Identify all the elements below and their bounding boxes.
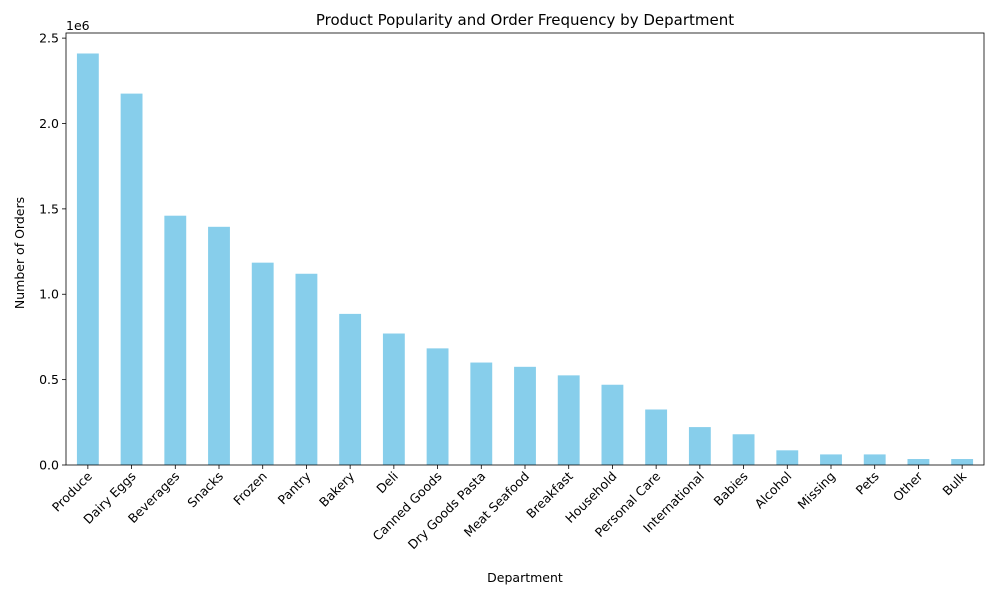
x-tick-label: Pantry (275, 468, 314, 507)
bar-produce (76, 53, 99, 466)
plot-frame (65, 32, 985, 466)
y-axis-label: Number of Orders (12, 197, 27, 309)
chart-title: Product Popularity and Order Frequency b… (316, 11, 734, 29)
bar-deli (382, 333, 405, 465)
bar-household (601, 384, 624, 465)
y-tick-label: 2.0 (39, 116, 59, 131)
bar-pantry (295, 273, 318, 465)
x-tick-label: Deli (373, 469, 401, 497)
bar-other (907, 459, 930, 465)
bar-missing (820, 454, 842, 465)
bar-dry-goods-pasta (470, 362, 493, 465)
bars (76, 53, 974, 466)
x-tick-label: Bakery (316, 468, 358, 510)
axes-frame (65, 32, 985, 466)
y-tick-label: 1.5 (39, 201, 59, 216)
bar-pets (863, 454, 886, 465)
x-tick-label: Missing (795, 469, 839, 513)
x-tick-label: Other (890, 468, 926, 504)
bar-meat-seafood (514, 366, 536, 465)
bar-personal-care (645, 409, 668, 465)
bar-bulk (951, 459, 974, 465)
x-tick-label: Dry Goods Pasta (405, 469, 489, 553)
x-tick-label: Bulk (939, 468, 969, 498)
bar-frozen (251, 262, 274, 465)
x-tick-label: Snacks (184, 469, 226, 511)
bar-babies (732, 434, 755, 465)
x-tick-label: Frozen (230, 469, 270, 509)
bar-bakery (339, 313, 362, 465)
bar-beverages (164, 215, 187, 465)
y-tick-label: 0.5 (39, 372, 59, 387)
bar-international (688, 427, 711, 465)
y-tick-label: 1.0 (39, 287, 59, 302)
bar-snacks (208, 226, 230, 465)
x-tick-label: Pets (853, 469, 882, 498)
x-tick-label: Babies (710, 469, 750, 509)
bar-alcohol (776, 450, 799, 465)
x-tick-label: Alcohol (752, 469, 795, 512)
bar-breakfast (557, 375, 580, 465)
bar-dairy-eggs (120, 93, 143, 465)
x-axis-label: Department (487, 570, 563, 585)
y-tick-label: 0.0 (39, 458, 59, 473)
y-offset-label: 1e6 (66, 18, 90, 33)
y-tick-label: 2.5 (39, 31, 59, 46)
y-axis-ticks: 0.0 0.5 1.0 1.5 2.0 2.5 (39, 31, 66, 473)
bar-canned-goods (426, 348, 449, 465)
